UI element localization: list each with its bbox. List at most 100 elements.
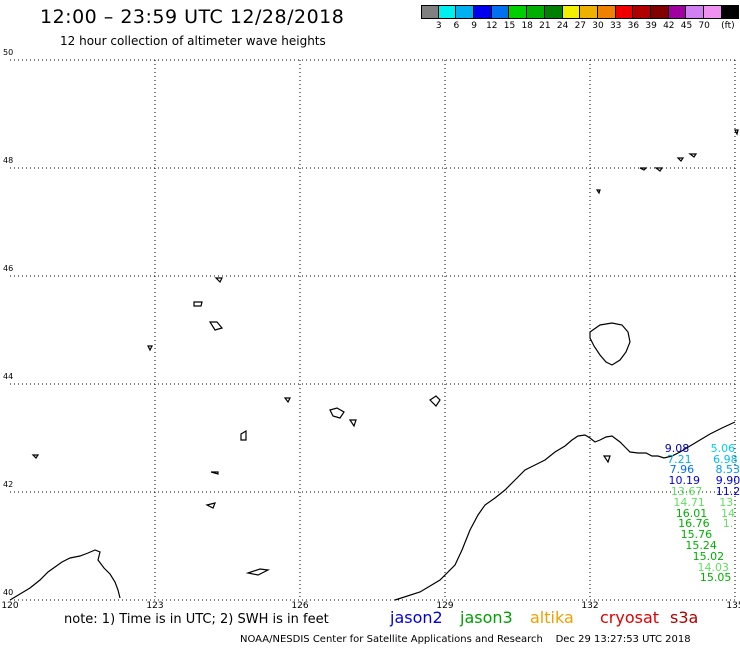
wave-height-reading: 11.2 bbox=[715, 485, 740, 498]
wave-height-reading: 14 bbox=[721, 506, 735, 520]
wave-height-reading: 15.02 bbox=[692, 549, 725, 563]
credit-text: NOAA/NESDIS Center for Satellite Applica… bbox=[240, 634, 543, 645]
wave-height-reading: 14.03 bbox=[697, 560, 730, 574]
color-swatch bbox=[421, 5, 439, 19]
color-scale bbox=[421, 5, 740, 19]
color-swatch bbox=[562, 5, 581, 19]
island bbox=[734, 129, 739, 136]
color-swatch bbox=[704, 5, 722, 19]
island bbox=[329, 407, 345, 419]
island bbox=[429, 395, 441, 407]
island bbox=[602, 455, 611, 464]
island bbox=[214, 277, 223, 284]
color-swatch bbox=[544, 5, 563, 19]
island bbox=[348, 419, 357, 428]
longitude-label: 120 bbox=[1, 601, 19, 611]
coastline-west bbox=[9, 549, 121, 601]
wave-height-reading: 1. bbox=[722, 517, 734, 531]
coastline-mainland bbox=[394, 421, 736, 601]
wave-height-reading: 15.76 bbox=[680, 528, 713, 542]
latitude-label: 40 bbox=[3, 588, 14, 597]
satellite-s3a: s3a bbox=[670, 608, 699, 627]
color-swatch bbox=[597, 5, 616, 19]
color-scale-label: 33 bbox=[609, 21, 622, 31]
color-scale-label: 21 bbox=[539, 21, 551, 31]
color-scale-label: 9 bbox=[471, 21, 477, 31]
timestamp: Dec 29 13:27:53 UTC 2018 bbox=[555, 634, 691, 645]
island bbox=[245, 568, 271, 576]
longitude-label: 132 bbox=[581, 601, 599, 611]
wave-height-reading: 5.06 bbox=[710, 441, 736, 455]
color-scale-label: 36 bbox=[627, 21, 640, 31]
color-scale-label: 27 bbox=[574, 21, 587, 31]
wave-height-reading: 10.19 bbox=[668, 474, 701, 488]
wave-height-reading: 6.98 bbox=[713, 452, 738, 466]
color-swatch bbox=[633, 5, 651, 19]
color-swatch bbox=[580, 5, 598, 19]
color-swatch bbox=[527, 5, 545, 19]
color-scale-label: 6 bbox=[453, 21, 460, 31]
color-scale-label: 70 bbox=[698, 21, 710, 31]
page-title: 12:00 – 23:59 UTC 12/28/2018 bbox=[40, 6, 345, 28]
color-scale-label: (ft) bbox=[721, 21, 735, 31]
wave-height-reading: 13.67 bbox=[670, 485, 703, 498]
latitude-label: 50 bbox=[3, 48, 14, 57]
wave-height-reading: 9.08 bbox=[664, 441, 690, 455]
satellite-jason2: jason2 bbox=[390, 608, 443, 627]
color-swatch bbox=[491, 5, 510, 19]
color-swatch bbox=[650, 5, 669, 19]
island bbox=[676, 157, 685, 162]
wave-height-reading: 9.90 bbox=[715, 474, 740, 488]
island bbox=[240, 429, 247, 441]
latitude-label: 42 bbox=[3, 480, 14, 489]
satellite-jason3: jason3 bbox=[460, 608, 513, 627]
color-scale-label: 24 bbox=[556, 21, 569, 31]
island bbox=[688, 153, 698, 158]
latitude-label: 48 bbox=[3, 156, 14, 165]
island bbox=[210, 471, 219, 475]
island-large bbox=[589, 322, 631, 366]
wave-height-reading: 14.71 bbox=[673, 495, 705, 509]
color-scale-label: 42 bbox=[663, 21, 675, 31]
island bbox=[595, 189, 601, 195]
color-swatch bbox=[686, 5, 704, 19]
wave-height-reading: 16.76 bbox=[678, 517, 710, 531]
color-scale-label: 3 bbox=[435, 21, 442, 31]
color-scale-label: 45 bbox=[680, 21, 693, 31]
color-swatch bbox=[615, 5, 634, 19]
color-swatch bbox=[509, 5, 528, 19]
wave-height-reading: 13. bbox=[719, 495, 737, 509]
color-swatch bbox=[474, 5, 492, 19]
color-swatch bbox=[456, 5, 475, 19]
island bbox=[654, 167, 664, 172]
longitude-label: 129 bbox=[436, 601, 454, 611]
latitude-label: 46 bbox=[3, 264, 14, 273]
color-swatch bbox=[721, 5, 740, 19]
page-subtitle: 12 hour collection of altimeter wave hei… bbox=[60, 34, 326, 48]
color-scale-label: 39 bbox=[645, 21, 657, 31]
color-scale-label: 18 bbox=[521, 21, 533, 31]
wave-height-reading: 7.21 bbox=[667, 452, 692, 466]
island bbox=[283, 397, 291, 404]
island bbox=[147, 345, 153, 352]
longitude-label: 123 bbox=[146, 601, 164, 611]
color-scale-label: 15 bbox=[503, 21, 516, 31]
longitude-label: 126 bbox=[291, 601, 309, 611]
color-swatch bbox=[668, 5, 687, 19]
longitude-label: 135 bbox=[726, 601, 740, 611]
island bbox=[639, 167, 648, 171]
island bbox=[31, 454, 40, 459]
color-scale-label: 12 bbox=[486, 21, 498, 31]
color-scale-label: 30 bbox=[592, 21, 604, 31]
wave-height-reading: 8.53 bbox=[715, 463, 740, 477]
wave-height-reading: 16.01 bbox=[675, 506, 708, 520]
latitude-label: 44 bbox=[3, 372, 14, 381]
satellite-altika: altika bbox=[530, 608, 574, 627]
footer-note: note: 1) Time is in UTC; 2) SWH is in fe… bbox=[64, 612, 329, 627]
wave-height-reading: 15.24 bbox=[685, 539, 717, 552]
color-swatch bbox=[438, 5, 457, 19]
coastline bbox=[9, 129, 739, 601]
credit-line: NOAA/NESDIS Center for Satellite Applica… bbox=[240, 634, 691, 645]
wave-height-reading: 15.05 bbox=[699, 571, 732, 585]
